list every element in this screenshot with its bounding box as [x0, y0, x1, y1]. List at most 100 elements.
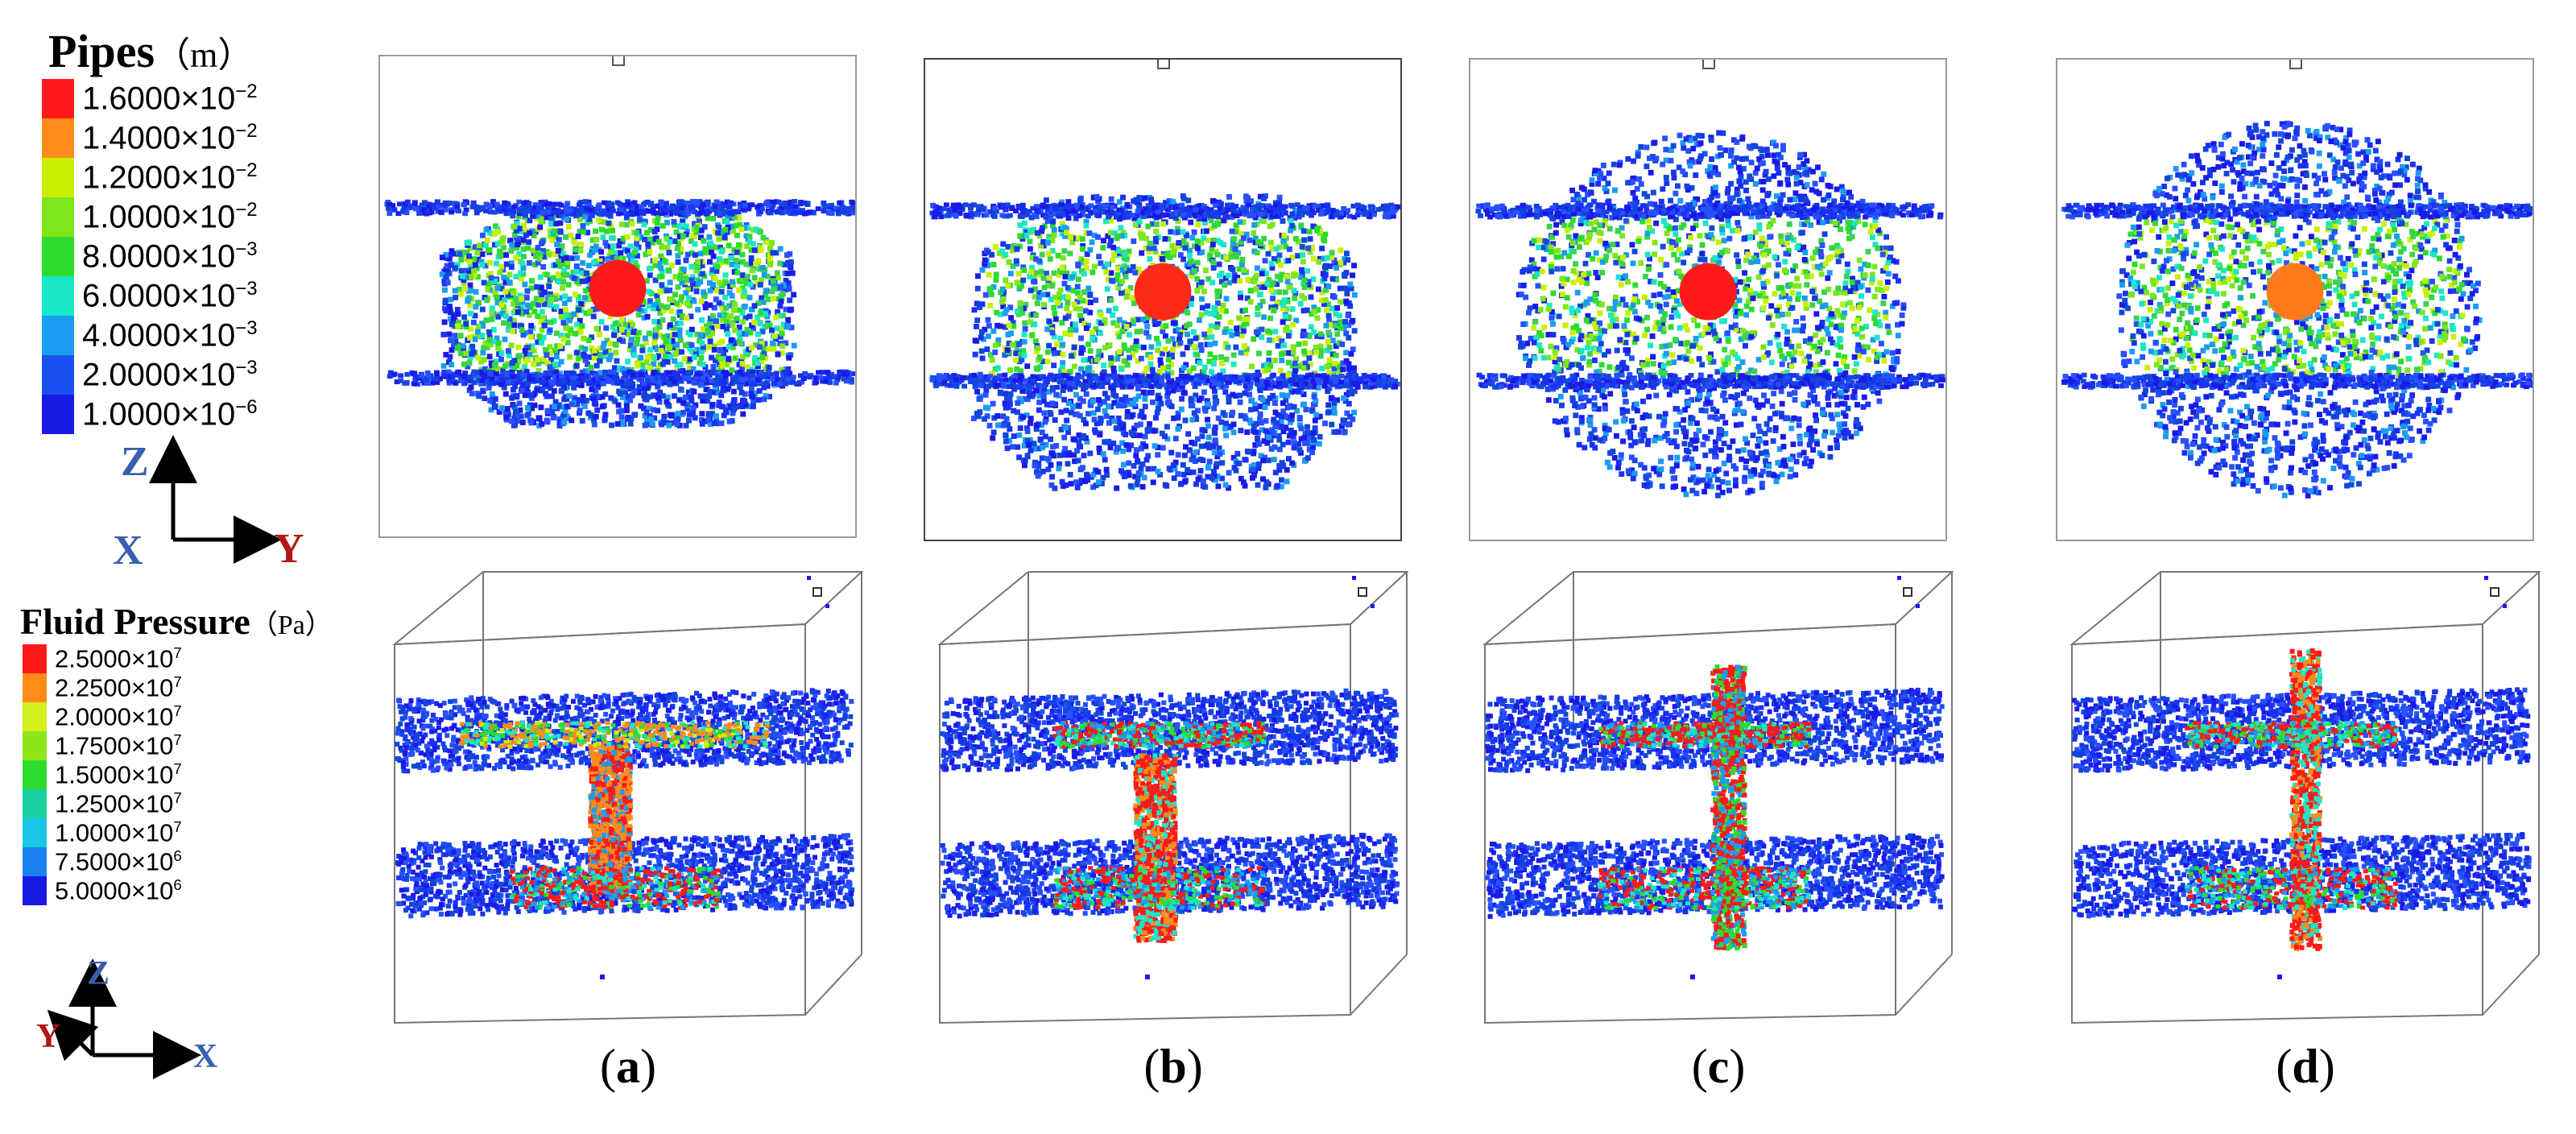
pressure-legend-row: 2.5000×107 — [23, 644, 182, 674]
pipes-legend-row: 1.4000×10−2 — [42, 118, 258, 158]
pressure-legend-swatch — [23, 731, 47, 761]
front-view-panel-b — [924, 58, 1402, 541]
pressure-legend-row: 1.5000×107 — [23, 760, 182, 790]
pipes-legend-exponent: −3 — [235, 238, 257, 260]
marker-dot — [2277, 975, 2282, 979]
pressure-legend-exponent: 7 — [173, 760, 181, 777]
pipes-legend-swatch — [42, 355, 74, 395]
fracture-plane-1 — [929, 202, 1400, 220]
marker-square — [1702, 60, 1715, 69]
pressure-legend-swatch — [23, 876, 47, 906]
caption-paren-open: ( — [1143, 1040, 1160, 1093]
pressure-legend-row: 2.2500×107 — [23, 673, 182, 703]
bounding-box — [2069, 571, 2541, 1024]
pipes-legend-label: 1.6000×10−2 — [82, 81, 258, 117]
pipes-legend-title-text: Pipes — [48, 25, 155, 77]
pressure-legend-swatch — [23, 760, 47, 790]
marker-square — [1903, 587, 1912, 597]
3d-view-plot — [392, 571, 864, 1024]
3d-view-panel-a — [387, 568, 870, 1031]
caption-letter: b — [1160, 1040, 1186, 1093]
fracture-plane-2 — [2061, 372, 2533, 391]
caption-letter: c — [1708, 1040, 1730, 1093]
3d-view-plot — [2069, 571, 2541, 1024]
particle-cloud — [929, 193, 1400, 491]
pipes-legend-exponent: −2 — [235, 81, 257, 102]
x-axis-label: X — [113, 528, 143, 572]
panel-caption: (a) — [548, 1039, 709, 1095]
front-view-panel-c — [1469, 58, 1947, 541]
panel-caption: (b) — [1093, 1039, 1254, 1095]
pipes-legend-label: 1.0000×10−6 — [82, 396, 258, 432]
pipes-legend-exponent: −2 — [235, 120, 257, 142]
pressure-zone — [1598, 664, 1812, 951]
pipes-legend-exponent: −3 — [235, 317, 257, 339]
3d-view-plot — [1482, 571, 1954, 1024]
pipes-legend-mantissa: 4.0000×10 — [82, 317, 235, 353]
pressure-legend-label: 2.2500×107 — [55, 673, 182, 702]
particle-cloud — [2061, 120, 2533, 499]
caption-paren-open: ( — [2276, 1040, 2292, 1093]
pressure-legend-unit: （Pa） — [250, 610, 333, 640]
pressure-legend-exponent: 7 — [173, 702, 181, 719]
pipes-legend-label: 1.2000×10−2 — [82, 159, 258, 196]
caption-paren-close: ) — [640, 1040, 656, 1093]
pressure-legend-label: 2.5000×107 — [55, 644, 182, 673]
pipes-legend-row: 1.0000×10−2 — [42, 197, 258, 237]
pressure-legend-row: 5.0000×106 — [23, 876, 182, 906]
marker-square — [612, 56, 625, 66]
panel-caption: (c) — [1638, 1039, 1799, 1095]
bounding-box — [1482, 571, 1954, 1024]
fracture-plane-1 — [2061, 202, 2533, 220]
pressure-legend-mantissa: 5.0000×10 — [55, 876, 173, 904]
caption-paren-close: ) — [2319, 1040, 2335, 1093]
pressure-legend-title-text: Fluid Pressure — [20, 601, 250, 642]
x-axis-label: X — [193, 1038, 217, 1075]
front-view-panel-a — [378, 55, 857, 538]
pressure-legend-row: 2.0000×107 — [23, 702, 182, 732]
pressure-legend-label: 7.5000×106 — [55, 847, 182, 876]
marker-square — [812, 587, 822, 597]
pipes-legend-mantissa: 6.0000×10 — [82, 278, 235, 313]
pipes-legend-label: 6.0000×10−3 — [82, 278, 258, 314]
pipes-legend-mantissa: 1.6000×10 — [82, 81, 235, 116]
y-axis-arrow — [47, 1009, 99, 1062]
pipes-legend-mantissa: 8.0000×10 — [82, 238, 235, 274]
pipes-legend-row: 2.0000×10−3 — [42, 355, 258, 395]
pressure-legend-exponent: 7 — [173, 673, 181, 690]
pipes-legend-swatch — [42, 158, 74, 197]
pipes-legend-row: 6.0000×10−3 — [42, 276, 258, 316]
pressure-legend-mantissa: 2.5000×10 — [55, 644, 173, 673]
pipes-legend-swatch — [42, 79, 74, 118]
pipes-legend-exponent: −3 — [235, 278, 257, 300]
pressure-zone — [1052, 721, 1267, 943]
pressure-legend-label: 1.7500×107 — [55, 731, 182, 760]
pipes-legend-label: 2.0000×10−3 — [82, 357, 258, 393]
pressure-legend-label: 1.2500×107 — [55, 789, 182, 818]
pipes-legend-row: 1.6000×10−2 — [42, 79, 258, 118]
pipes-legend-mantissa: 1.0000×10 — [82, 396, 235, 432]
bounding-box — [392, 571, 864, 1024]
caption-paren-open: ( — [1692, 1040, 1708, 1093]
caption-paren-close: ) — [1729, 1040, 1745, 1093]
3d-view-plot — [937, 571, 1409, 1024]
front-view-plot — [2061, 120, 2533, 499]
z-axis-label: Z — [87, 958, 110, 992]
3d-view-panel-d — [2064, 568, 2547, 1031]
pressure-legend-swatch — [23, 789, 47, 819]
pipes-legend-exponent: −3 — [235, 357, 257, 379]
pressure-legend-exponent: 7 — [173, 644, 181, 661]
pressure-legend-mantissa: 2.2500×10 — [55, 673, 173, 702]
fracture-plane-2 — [929, 372, 1400, 391]
pressure-legend-row: 7.5000×106 — [23, 847, 182, 877]
pipes-legend-row: 8.0000×10−3 — [42, 237, 258, 276]
front-view-plot — [929, 193, 1400, 491]
3d-view-panel-b — [932, 568, 1415, 1031]
marker-dot — [600, 975, 605, 979]
injection-point — [2266, 263, 2324, 321]
fracture-plane-1 — [1475, 202, 1944, 220]
3d-view-panel-c — [1477, 568, 1960, 1031]
pressure-legend-exponent: 6 — [173, 847, 181, 864]
pipes-legend-exponent: −2 — [235, 199, 257, 221]
injection-point — [1679, 263, 1737, 321]
